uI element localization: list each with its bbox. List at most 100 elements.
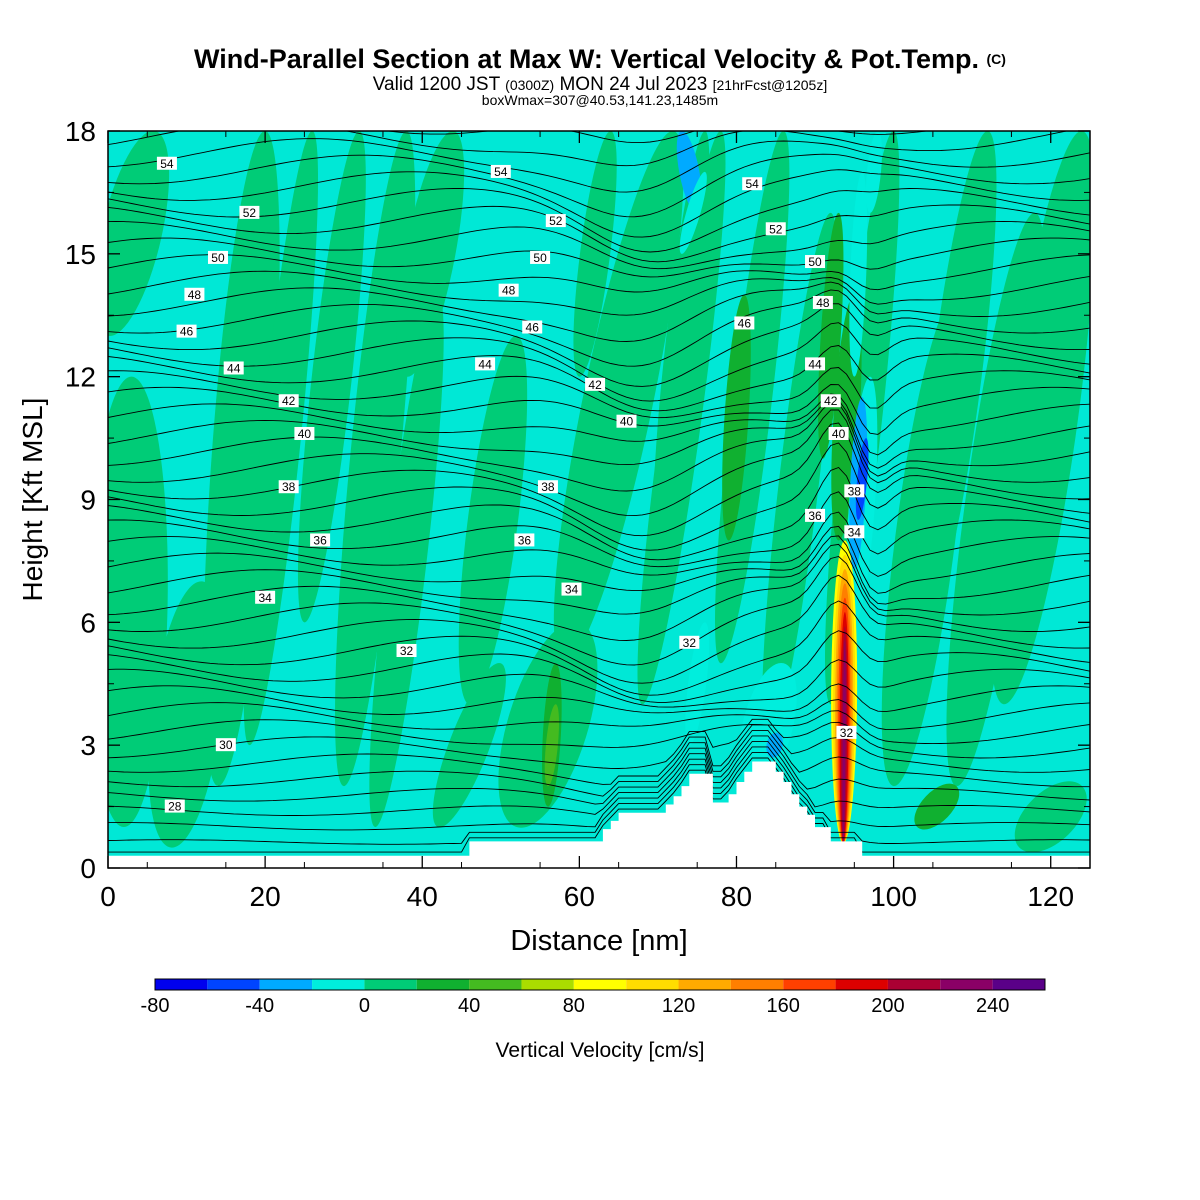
updraft-core-band (842, 640, 846, 844)
colorbar-swatch (259, 979, 313, 990)
updraft-region (335, 131, 416, 787)
updraft-region (297, 131, 366, 623)
contour-label: 46 (738, 316, 752, 330)
contour-label-box (844, 525, 865, 539)
theta-contour-line (108, 270, 1090, 316)
colorbar-swatch (887, 979, 941, 990)
contour-label-box (545, 214, 566, 228)
colorbar-swatch (207, 979, 260, 990)
colorbar-swatch (678, 979, 731, 990)
updraft-region (369, 294, 444, 828)
contour-label-box (679, 635, 700, 649)
contour-label-box (396, 643, 417, 657)
contour-label: 40 (620, 415, 634, 429)
colorbar-swatch (783, 979, 836, 990)
contour-label-box (176, 324, 197, 338)
colorbar-tick-label: 200 (871, 995, 904, 1017)
strong-updraft-region (544, 704, 560, 787)
contour-label: 46 (180, 325, 194, 339)
theta-contour-line (108, 525, 1090, 594)
contour-label: 34 (565, 583, 579, 597)
contour-label-box (530, 250, 551, 264)
contour-label-box (616, 414, 637, 428)
contour-label-box (805, 508, 826, 522)
updraft-region (573, 131, 617, 377)
colorbar-swatch (416, 979, 470, 990)
colorbar-tick-label: 160 (767, 995, 800, 1017)
theta-contour-line (108, 221, 1090, 270)
contour-label-box (239, 205, 260, 219)
theta-contour-line (108, 237, 1090, 278)
theta-contour-line (108, 398, 1090, 469)
theta-contour-line (108, 188, 1090, 253)
contour-label: 36 (313, 533, 327, 547)
theta-contour-line (108, 442, 1090, 551)
colorbar-tick-label: 120 (662, 995, 695, 1017)
updraft-region (203, 131, 280, 787)
contour-label-box (490, 164, 511, 178)
theta-contour-line (108, 574, 1090, 684)
contour-label-box (215, 738, 236, 752)
contour-label: 54 (746, 177, 760, 191)
contour-label: 44 (808, 357, 822, 371)
contour-label: 50 (808, 255, 822, 269)
theta-contour-line (108, 281, 1090, 342)
updraft-region (396, 131, 465, 377)
theta-contour-line (108, 556, 1090, 666)
contour-label-box (294, 426, 315, 440)
contour-label: 46 (526, 321, 540, 335)
colorbar-swatch (469, 979, 522, 990)
contour-label: 44 (478, 357, 492, 371)
x-axis-label: Distance [nm] (510, 925, 687, 957)
contour-label-box (820, 394, 841, 408)
theta-contour-line (108, 630, 1090, 703)
contour-label-box (498, 283, 519, 297)
colorbar-tick-label: -80 (141, 995, 170, 1017)
colorbar-tick-label: 40 (458, 995, 480, 1017)
updraft-region (108, 131, 170, 336)
contour-label: 32 (683, 636, 697, 650)
contour-label-box (537, 480, 558, 494)
contour-label: 38 (282, 480, 296, 494)
updraft-region (553, 131, 684, 664)
theta-contour-line (108, 131, 1070, 167)
x-tick-label: 100 (870, 881, 917, 912)
theta-contour-line (108, 751, 1090, 845)
x-tick-label: 80 (721, 881, 752, 912)
updraft-region (990, 131, 1090, 705)
theta-contour-line (108, 138, 1090, 193)
contour-label: 48 (188, 288, 202, 302)
contour-label: 30 (219, 738, 233, 752)
theta-contour-line (108, 543, 1090, 641)
x-tick-label: 40 (407, 881, 438, 912)
colorbar-swatch (573, 979, 627, 990)
x-tick-label: 0 (100, 881, 116, 912)
contour-label-box (207, 250, 228, 264)
contour-label: 36 (518, 533, 532, 547)
updraft-region (762, 212, 837, 746)
contour-label: 54 (160, 157, 174, 171)
contour-label-box (514, 533, 535, 547)
theta-contour-line (108, 718, 1090, 769)
downdraft-region (685, 622, 710, 746)
y-tick-label: 12 (65, 362, 96, 393)
y-tick-label: 6 (80, 607, 96, 638)
contour-label: 52 (243, 206, 257, 220)
contour-label-box (255, 590, 276, 604)
theta-contour-line (108, 422, 1090, 537)
updraft-region (653, 131, 710, 541)
updraft-region (916, 131, 997, 623)
theta-contour-line (108, 740, 1090, 816)
colorbar-swatch (155, 979, 208, 990)
downdraft-region (855, 438, 869, 520)
contour-label-box (156, 156, 177, 170)
theta-contour-line (108, 409, 1090, 517)
contour-label-box (828, 426, 849, 440)
contour-label-box (223, 361, 244, 375)
colorbar-frame (154, 978, 1046, 991)
contour-label: 32 (840, 726, 854, 740)
contour-label-box (734, 316, 755, 330)
colorbar-swatch (835, 979, 888, 990)
chart-title: Wind-Parallel Section at Max W: Vertical… (0, 44, 1200, 75)
